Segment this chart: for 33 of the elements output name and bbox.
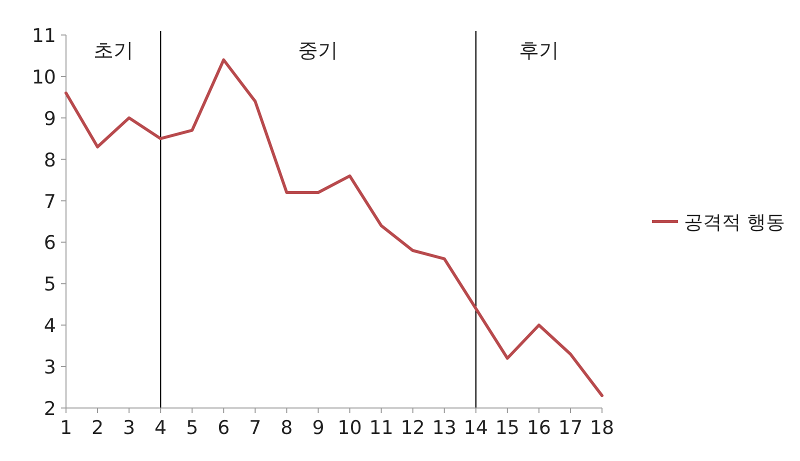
x-tick-label: 11 bbox=[369, 417, 394, 439]
x-tick-label: 4 bbox=[154, 417, 167, 439]
x-tick-label: 18 bbox=[590, 417, 614, 439]
y-tick-label: 10 bbox=[32, 66, 56, 88]
y-tick-label: 5 bbox=[44, 274, 56, 296]
x-tick-label: 13 bbox=[432, 417, 456, 439]
x-tick-label: 6 bbox=[218, 417, 230, 439]
annotation: 후기 bbox=[518, 38, 559, 62]
annotation: 중기 bbox=[298, 38, 338, 62]
y-tick-label: 2 bbox=[44, 398, 56, 420]
line-series bbox=[64, 58, 604, 398]
x-tick-label: 9 bbox=[312, 417, 324, 439]
y-tick-label: 9 bbox=[44, 108, 56, 130]
y-tick-label: 8 bbox=[44, 149, 56, 172]
x-tick-label: 3 bbox=[123, 417, 136, 439]
x-tick-label: 12 bbox=[400, 417, 425, 439]
annotation: 초기 bbox=[93, 38, 134, 62]
x-tick-label: 14 bbox=[464, 417, 488, 439]
x-tick-label: 17 bbox=[558, 417, 583, 439]
x-tick-label: 8 bbox=[280, 417, 293, 439]
y-tick-label: 3 bbox=[44, 356, 56, 379]
y-tick-label: 11 bbox=[32, 25, 56, 47]
x-tick-label: 16 bbox=[526, 417, 552, 439]
x-tick-label: 10 bbox=[338, 417, 362, 439]
x-tick-label: 7 bbox=[249, 417, 262, 439]
x-tick-label: 1 bbox=[60, 417, 72, 439]
x-tick-label: 2 bbox=[91, 417, 104, 439]
x-tick-label: 15 bbox=[495, 417, 520, 439]
legend-label: 공격적 행동 bbox=[684, 212, 786, 234]
x-tick-label: 5 bbox=[186, 417, 198, 439]
y-tick-label: 4 bbox=[44, 315, 56, 338]
y-tick-label: 7 bbox=[44, 190, 56, 213]
y-tick-label: 6 bbox=[44, 232, 56, 254]
